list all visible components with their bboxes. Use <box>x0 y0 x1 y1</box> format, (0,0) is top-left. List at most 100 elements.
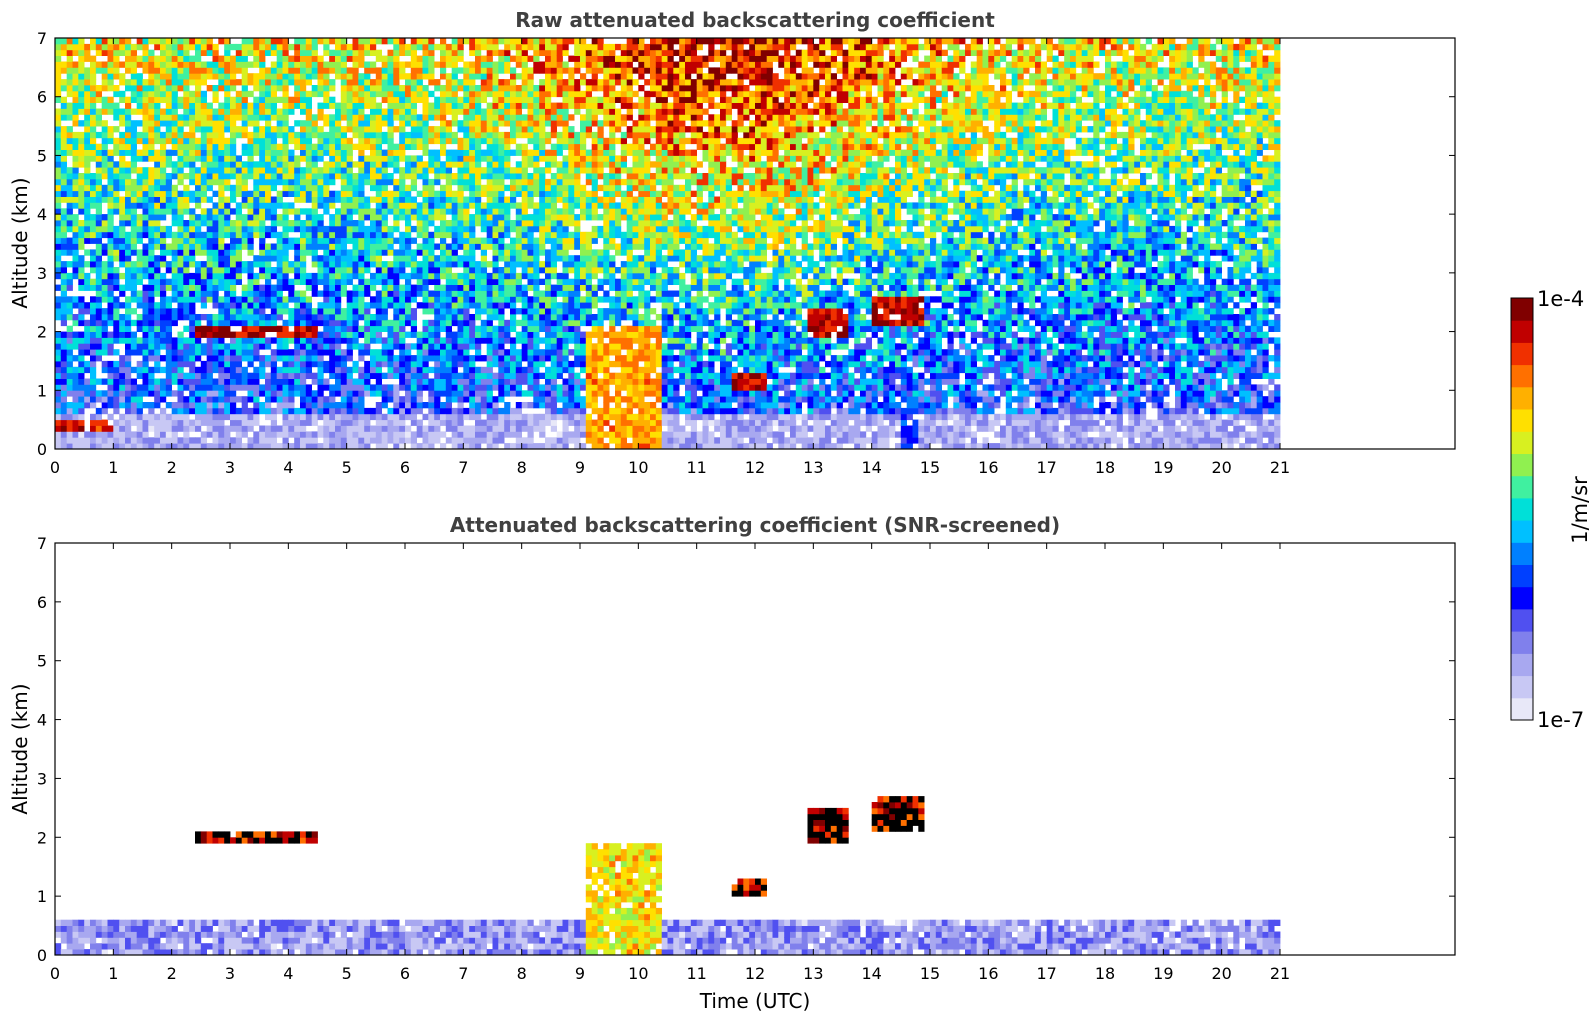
heatmap-cell <box>119 390 126 397</box>
heatmap-cell <box>160 225 167 233</box>
heatmap-cell <box>165 231 172 239</box>
heatmap-cell <box>259 390 266 397</box>
heatmap-cell <box>189 96 196 103</box>
heatmap-cell <box>60 178 67 186</box>
heatmap-cell <box>165 208 172 215</box>
heatmap-cell <box>66 137 73 145</box>
heatmap-cell <box>276 378 283 385</box>
heatmap-cell <box>504 402 511 409</box>
heatmap-cell <box>346 343 353 350</box>
heatmap-cell <box>440 302 447 309</box>
heatmap-cell <box>60 366 67 374</box>
heatmap-cell <box>405 396 412 403</box>
heatmap-cell <box>90 331 97 338</box>
heatmap-cell <box>265 443 272 450</box>
heatmap-cell <box>521 249 528 256</box>
heatmap-cell <box>160 85 167 92</box>
heatmap-cell <box>165 49 172 56</box>
heatmap-cell <box>410 413 417 421</box>
heatmap-cell <box>294 278 301 285</box>
heatmap-cell <box>119 90 126 98</box>
heatmap-cell <box>381 384 388 391</box>
heatmap-cell <box>183 90 190 98</box>
heatmap-cell <box>375 49 382 56</box>
heatmap-cell <box>504 231 511 239</box>
heatmap-cell <box>498 61 505 68</box>
heatmap-cell <box>136 90 143 98</box>
heatmap-cell <box>72 196 79 203</box>
heatmap-cell <box>300 349 307 356</box>
heatmap-cell <box>428 73 435 80</box>
heatmap-cell <box>247 272 254 280</box>
heatmap-cell <box>171 43 178 51</box>
heatmap-cell <box>527 278 534 285</box>
heatmap-cell <box>469 390 476 397</box>
heatmap-cell <box>154 378 161 385</box>
heatmap-cell <box>399 308 406 315</box>
heatmap-cell <box>410 378 417 385</box>
heatmap-cell <box>364 325 371 332</box>
heatmap-cell <box>183 73 190 80</box>
heatmap-cell <box>340 173 347 180</box>
heatmap-cell <box>189 437 196 444</box>
heatmap-cell <box>428 249 435 256</box>
heatmap-cell <box>107 349 114 356</box>
heatmap-cell <box>445 73 452 80</box>
heatmap-cell <box>235 378 242 385</box>
heatmap-cell <box>212 331 219 338</box>
heatmap-cell <box>440 85 447 92</box>
heatmap-cell <box>521 155 528 162</box>
heatmap-cell <box>136 173 143 180</box>
heatmap-cell <box>165 190 172 197</box>
heatmap-cell <box>60 196 67 203</box>
heatmap-cell <box>288 126 295 133</box>
heatmap-cell <box>463 237 470 244</box>
heatmap-cell <box>183 343 190 350</box>
heatmap-cell <box>399 49 406 56</box>
heatmap-cell <box>387 79 394 86</box>
heatmap-cell <box>113 196 120 203</box>
heatmap-cell <box>195 237 202 244</box>
heatmap-cell <box>381 214 388 221</box>
heatmap-cell <box>206 231 213 239</box>
heatmap-cell <box>451 149 458 156</box>
heatmap-cell <box>241 102 248 109</box>
heatmap-cell <box>399 443 406 450</box>
heatmap-cell <box>259 237 266 244</box>
heatmap-cell <box>521 402 528 409</box>
heatmap-cell <box>352 267 359 274</box>
heatmap-cell <box>154 108 161 115</box>
heatmap-cell <box>288 396 295 403</box>
heatmap-cell <box>247 202 254 209</box>
heatmap-cell <box>55 378 62 385</box>
heatmap-cell <box>311 49 318 56</box>
heatmap-cell <box>475 413 482 421</box>
heatmap-cell <box>288 178 295 186</box>
heatmap-cell <box>55 390 62 397</box>
heatmap-cell <box>440 43 447 51</box>
heatmap-cell <box>393 290 400 297</box>
heatmap-cell <box>282 337 289 344</box>
heatmap-cell <box>55 196 62 203</box>
heatmap-cell <box>282 431 289 438</box>
heatmap-cell <box>311 331 318 338</box>
heatmap-cell <box>218 131 225 139</box>
heatmap-cell <box>253 184 260 192</box>
heatmap-cell <box>521 55 528 62</box>
heatmap-cell <box>358 178 365 186</box>
heatmap-cell <box>521 314 528 321</box>
heatmap-cell <box>84 337 91 344</box>
heatmap-cell <box>183 314 190 321</box>
heatmap-cell <box>480 108 487 115</box>
heatmap-cell <box>463 202 470 209</box>
heatmap-cell <box>317 425 324 432</box>
heatmap-cell <box>218 184 225 192</box>
heatmap-cell <box>305 343 312 350</box>
heatmap-cell <box>259 431 266 438</box>
heatmap-cell <box>405 137 412 145</box>
heatmap-cell <box>405 190 412 197</box>
heatmap-cell <box>393 255 400 262</box>
heatmap-cell <box>305 296 312 303</box>
heatmap-cell <box>317 85 324 92</box>
heatmap-cell <box>195 407 202 415</box>
